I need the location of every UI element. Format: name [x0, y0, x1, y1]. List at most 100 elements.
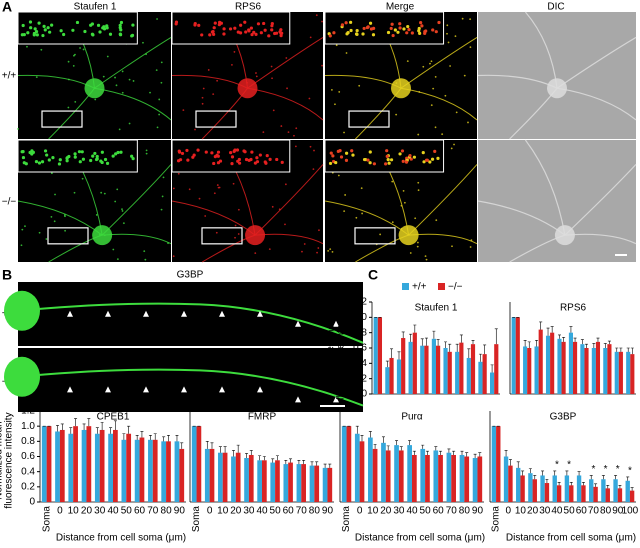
x-tick-label: 70 — [296, 506, 308, 517]
puncta — [293, 134, 295, 137]
error-bar — [618, 485, 622, 489]
puncta — [111, 154, 115, 158]
puncta — [116, 150, 120, 155]
roi-box — [354, 227, 396, 245]
puncta — [130, 34, 134, 38]
bar — [431, 338, 436, 394]
x-tick-label: 40 — [107, 506, 119, 517]
error-bar — [569, 481, 573, 486]
error-bar — [460, 450, 464, 455]
puncta — [308, 97, 311, 100]
error-bar — [401, 331, 405, 339]
puncta — [98, 30, 102, 34]
bar — [341, 426, 347, 502]
puncta — [280, 160, 284, 165]
legend-label: +/+ — [412, 282, 427, 293]
arrowhead — [105, 386, 111, 393]
arrowhead — [257, 310, 263, 317]
bar — [368, 437, 373, 502]
puncta — [188, 188, 191, 191]
error-bar — [284, 459, 288, 465]
bar — [591, 348, 596, 394]
bar — [372, 448, 378, 502]
puncta — [182, 109, 185, 112]
bar — [589, 479, 594, 502]
puncta — [416, 241, 419, 244]
puncta — [417, 189, 420, 192]
puncta — [118, 23, 122, 27]
puncta — [389, 158, 394, 162]
puncta — [344, 151, 349, 155]
bar — [528, 473, 533, 502]
bar — [603, 348, 608, 394]
puncta — [210, 151, 214, 155]
error-bar — [399, 446, 403, 451]
puncta — [177, 149, 181, 153]
error-bar — [535, 340, 539, 347]
error-bar — [471, 340, 475, 345]
puncta — [174, 22, 178, 26]
y-tick-label: 0.2 — [353, 373, 367, 384]
puncta — [244, 157, 249, 162]
puncta — [50, 23, 54, 27]
neurite — [408, 164, 478, 236]
puncta — [271, 205, 274, 208]
error-bar — [425, 450, 429, 455]
bar — [614, 351, 619, 394]
puncta — [366, 158, 370, 162]
bar — [470, 344, 476, 394]
bar — [179, 448, 185, 502]
puncta — [328, 34, 332, 38]
arrowhead — [295, 396, 301, 403]
bar — [538, 329, 543, 394]
puncta — [73, 152, 77, 156]
puncta — [280, 125, 283, 127]
bar — [464, 456, 470, 502]
puncta — [422, 65, 425, 68]
chart-title: Staufen 1 — [415, 303, 458, 314]
significance-star: * — [616, 464, 620, 475]
puncta — [34, 160, 39, 164]
bar — [420, 345, 425, 394]
puncta — [50, 172, 53, 175]
puncta — [186, 158, 190, 162]
roi-box — [47, 227, 89, 245]
puncta — [213, 192, 216, 195]
puncta — [64, 229, 66, 232]
arrowhead — [67, 386, 73, 393]
puncta — [217, 23, 221, 27]
puncta — [255, 72, 257, 74]
puncta — [265, 154, 269, 158]
puncta — [270, 65, 273, 68]
column-header: Merge — [386, 2, 415, 13]
puncta — [396, 30, 400, 34]
puncta — [237, 233, 240, 235]
error-bar — [127, 425, 131, 434]
puncta — [368, 21, 373, 25]
bar — [296, 464, 302, 502]
puncta — [337, 174, 340, 177]
puncta — [267, 34, 271, 38]
puncta — [362, 26, 366, 31]
error-bar — [630, 347, 634, 355]
bar — [478, 361, 483, 394]
arrowhead — [295, 320, 301, 327]
puncta — [237, 208, 240, 211]
bar — [373, 317, 378, 394]
puncta — [94, 157, 99, 162]
error-bar — [580, 339, 584, 345]
puncta — [431, 28, 435, 32]
bar — [564, 475, 570, 502]
puncta — [410, 31, 414, 35]
puncta — [327, 249, 330, 252]
puncta — [207, 69, 210, 71]
puncta — [40, 48, 43, 51]
error-bar — [596, 337, 600, 342]
error-bar — [504, 450, 508, 457]
puncta — [255, 160, 260, 164]
bar — [108, 433, 113, 502]
puncta — [349, 28, 353, 33]
roi-box — [348, 110, 390, 128]
error-bar — [439, 450, 443, 455]
puncta — [401, 159, 405, 163]
